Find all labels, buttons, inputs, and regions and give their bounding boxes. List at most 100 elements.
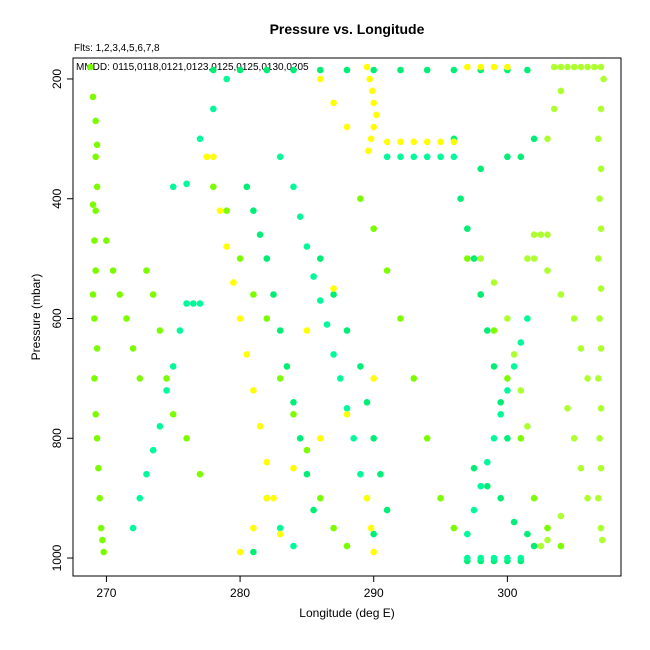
data-point — [423, 66, 431, 74]
data-point — [497, 494, 505, 502]
data-point — [595, 135, 602, 143]
data-point — [169, 183, 177, 191]
data-point — [290, 411, 297, 418]
data-point — [223, 243, 230, 250]
data-point — [230, 279, 237, 286]
data-point — [537, 231, 545, 238]
data-point — [250, 387, 257, 394]
data-point — [530, 494, 538, 502]
data-point — [596, 195, 603, 202]
data-point — [597, 345, 605, 352]
data-point — [270, 494, 277, 502]
data-point — [557, 87, 565, 95]
data-point — [367, 524, 375, 532]
data-point — [584, 494, 591, 502]
data-point — [263, 255, 271, 262]
data-point — [504, 387, 511, 394]
data-point — [437, 494, 444, 502]
data-point — [577, 464, 585, 472]
y-tick-label: 800 — [50, 428, 64, 448]
data-point — [410, 153, 418, 161]
data-point — [490, 554, 498, 562]
data-point — [550, 63, 558, 71]
data-point — [484, 482, 491, 490]
data-point — [256, 231, 264, 238]
data-point — [290, 66, 297, 74]
data-point — [595, 255, 602, 262]
data-point — [87, 63, 94, 71]
data-point — [477, 482, 485, 490]
data-point — [149, 446, 157, 454]
data-point — [595, 375, 602, 382]
data-point — [156, 327, 164, 334]
data-point — [397, 138, 404, 146]
data-point — [276, 153, 284, 161]
data-point — [276, 524, 284, 532]
plot-frame — [72, 57, 622, 577]
y-tick-label: 1000 — [50, 544, 64, 571]
data-point — [236, 315, 244, 322]
data-point — [290, 464, 297, 472]
data-point — [236, 255, 244, 262]
data-point — [373, 111, 380, 119]
data-point — [310, 273, 317, 280]
y-tick-label: 400 — [50, 188, 64, 208]
data-point — [97, 524, 105, 532]
data-point — [550, 105, 558, 113]
data-point — [99, 536, 106, 544]
data-point — [250, 207, 257, 214]
x-tick-label: 280 — [230, 586, 250, 600]
data-point — [524, 255, 531, 262]
data-point — [330, 99, 337, 107]
data-point — [163, 387, 170, 394]
data-point — [597, 105, 605, 113]
data-point — [89, 93, 97, 101]
data-point — [363, 399, 371, 406]
data-point — [343, 327, 351, 334]
data-point — [530, 542, 538, 550]
data-point — [464, 225, 471, 232]
data-point — [290, 183, 297, 191]
data-point — [317, 255, 324, 262]
data-point — [109, 267, 117, 274]
data-point — [530, 231, 538, 238]
dates-annotation: MMDD: 0115,0118,0121,0123,0125,0125,0130… — [76, 62, 309, 73]
data-point — [450, 66, 458, 74]
data-point — [210, 153, 217, 161]
data-point — [343, 411, 351, 418]
data-point — [243, 183, 251, 191]
data-point — [370, 375, 378, 382]
data-point — [290, 542, 297, 550]
data-point — [464, 255, 471, 262]
y-tick-label: 600 — [50, 308, 64, 328]
data-point — [517, 435, 525, 442]
data-point — [597, 63, 605, 71]
data-point — [383, 153, 391, 161]
data-point — [365, 147, 372, 155]
data-point — [464, 530, 471, 538]
data-point — [263, 494, 271, 502]
data-point — [250, 524, 257, 532]
data-point — [276, 530, 284, 538]
data-point — [596, 315, 603, 322]
data-point — [450, 138, 458, 146]
data-point — [103, 237, 110, 244]
data-point — [236, 548, 244, 556]
data-point — [370, 548, 378, 556]
data-point — [370, 530, 378, 538]
data-point — [92, 117, 99, 125]
data-point — [317, 435, 324, 442]
data-point — [477, 165, 485, 173]
data-point — [337, 375, 344, 382]
data-point — [477, 554, 485, 562]
data-point — [597, 405, 605, 412]
data-point — [223, 75, 230, 83]
data-point — [510, 518, 518, 526]
data-point — [410, 138, 418, 146]
data-point — [504, 63, 511, 71]
data-point — [330, 351, 337, 358]
data-point — [530, 255, 538, 262]
data-point — [156, 423, 164, 430]
data-point — [557, 291, 565, 298]
data-point — [517, 339, 525, 346]
